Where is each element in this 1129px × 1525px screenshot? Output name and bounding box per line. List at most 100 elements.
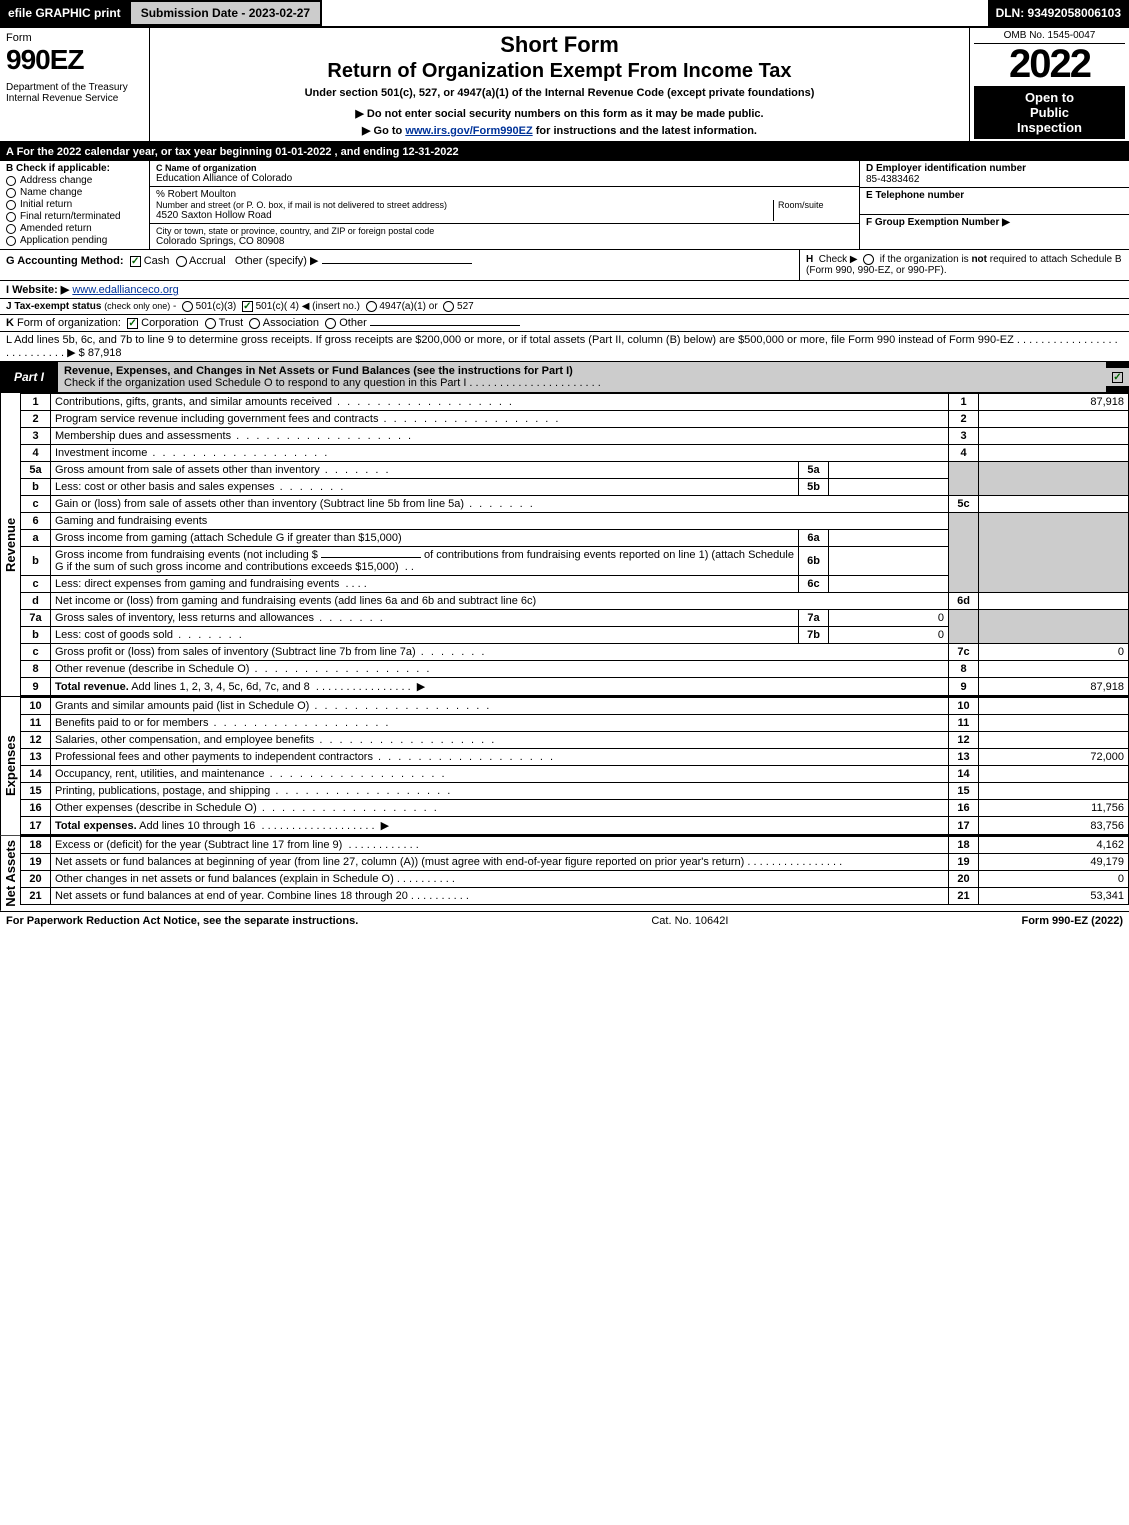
tax-year: 2022 [974, 44, 1125, 84]
accrual-label: Accrual [189, 255, 226, 267]
row-l-text: L Add lines 5b, 6c, and 7b to line 9 to … [6, 334, 1118, 359]
row-l-value: 87,918 [88, 347, 122, 359]
efile-print-button[interactable]: efile GRAPHIC print [0, 0, 129, 26]
check-corporation[interactable]: ✓ [127, 318, 138, 329]
inspection-box: Open to Public Inspection [974, 86, 1125, 139]
line-5c: c Gain or (loss) from sale of assets oth… [21, 496, 1129, 513]
line-4: 4 Investment income 4 [21, 445, 1129, 462]
check-527[interactable] [443, 301, 454, 312]
check-schedule-o[interactable]: ✓ [1112, 372, 1123, 383]
ein-value: 85-4383462 [866, 174, 1123, 185]
group-exemption-label: F Group Exemption Number ▶ [866, 217, 1123, 228]
subtitle: Under section 501(c), 527, or 4947(a)(1)… [158, 87, 961, 99]
check-accrual[interactable] [176, 256, 187, 267]
line-2: 2 Program service revenue including gove… [21, 411, 1129, 428]
line-13: 13 Professional fees and other payments … [21, 749, 1129, 766]
footer-cat-no: Cat. No. 10642I [651, 915, 728, 927]
net-assets-section: Net Assets 18 Excess or (deficit) for th… [0, 836, 1129, 912]
check-4947[interactable] [366, 301, 377, 312]
check-application-pending[interactable]: Application pending [6, 235, 143, 246]
row-h-schedule-b: H Check ▶ if the organization is not req… [799, 250, 1129, 280]
expenses-table: 10 Grants and similar amounts paid (list… [20, 697, 1129, 835]
short-form-title: Short Form [158, 32, 961, 58]
website-label: I Website: ▶ [6, 284, 69, 296]
check-501c[interactable]: ✓ [242, 301, 253, 312]
org-name: Education Alliance of Colorado [156, 173, 853, 184]
org-name-label: C Name of organization [156, 163, 853, 173]
line-6d: d Net income or (loss) from gaming and f… [21, 593, 1129, 610]
row-i-website: I Website: ▶ www.edallianceco.org [0, 281, 1129, 299]
line-6: 6 Gaming and fundraising events [21, 513, 1129, 530]
line-19: 19 Net assets or fund balances at beginn… [21, 854, 1129, 871]
revenue-table: 1 Contributions, gifts, grants, and simi… [20, 393, 1129, 696]
form-word: Form [6, 32, 143, 44]
line-9: 9 Total revenue. Add lines 1, 2, 3, 4, 5… [21, 678, 1129, 696]
form-number: 990EZ [6, 44, 143, 76]
check-not-required[interactable] [863, 254, 874, 265]
check-name-change[interactable]: Name change [6, 187, 143, 198]
check-final-return[interactable]: Final return/terminated [6, 211, 143, 222]
footer-form-ref: Form 990-EZ (2022) [1021, 915, 1123, 927]
part-1-title: Revenue, Expenses, and Changes in Net As… [58, 362, 1106, 392]
warn2-pre: ▶ Go to [362, 125, 405, 137]
revenue-label: Revenue [0, 393, 20, 696]
return-title: Return of Organization Exempt From Incom… [158, 60, 961, 83]
row-l-gross-receipts: L Add lines 5b, 6c, and 7b to line 9 to … [0, 332, 1129, 362]
street-address: 4520 Saxton Hollow Road [156, 210, 773, 221]
ein-label: D Employer identification number [866, 163, 1123, 174]
revenue-section: Revenue 1 Contributions, gifts, grants, … [0, 393, 1129, 697]
website-link[interactable]: www.edallianceco.org [72, 284, 178, 296]
room-suite-label: Room/suite [773, 200, 853, 221]
check-trust[interactable] [205, 318, 216, 329]
check-initial-return[interactable]: Initial return [6, 199, 143, 210]
dln-number: DLN: 93492058006103 [988, 0, 1129, 26]
section-bcd: B Check if applicable: Address change Na… [0, 161, 1129, 250]
line-16: 16 Other expenses (describe in Schedule … [21, 800, 1129, 817]
line-17: 17 Total expenses. Add lines 10 through … [21, 817, 1129, 835]
warning-2: ▶ Go to www.irs.gov/Form990EZ for instru… [158, 124, 961, 137]
form-header: Form 990EZ Department of the Treasury In… [0, 28, 1129, 143]
line-18: 18 Excess or (deficit) for the year (Sub… [21, 837, 1129, 854]
col-b-label: B Check if applicable: [6, 163, 143, 174]
check-cash[interactable]: ✓ [130, 256, 141, 267]
line-7a: 7a Gross sales of inventory, less return… [21, 610, 1129, 627]
check-amended-return[interactable]: Amended return [6, 223, 143, 234]
expenses-section: Expenses 10 Grants and similar amounts p… [0, 697, 1129, 836]
line-14: 14 Occupancy, rent, utilities, and maint… [21, 766, 1129, 783]
line-1: 1 Contributions, gifts, grants, and simi… [21, 394, 1129, 411]
column-b-checkboxes: B Check if applicable: Address change Na… [0, 161, 150, 249]
city-state-zip: Colorado Springs, CO 80908 [156, 236, 853, 247]
expenses-label: Expenses [0, 697, 20, 835]
row-gh: G Accounting Method: ✓ Cash Accrual Othe… [0, 250, 1129, 281]
page-footer: For Paperwork Reduction Act Notice, see … [0, 912, 1129, 930]
row-k-form-org: K Form of organization: ✓ Corporation Tr… [0, 315, 1129, 332]
check-other-org[interactable] [325, 318, 336, 329]
irs-link[interactable]: www.irs.gov/Form990EZ [405, 125, 532, 137]
line-11: 11 Benefits paid to or for members 11 [21, 715, 1129, 732]
line-20: 20 Other changes in net assets or fund b… [21, 871, 1129, 888]
part-1-header: Part I Revenue, Expenses, and Changes in… [0, 362, 1129, 393]
other-label: Other (specify) ▶ [235, 255, 319, 267]
check-address-change[interactable]: Address change [6, 175, 143, 186]
line-7c: c Gross profit or (loss) from sales of i… [21, 644, 1129, 661]
check-association[interactable] [249, 318, 260, 329]
footer-left: For Paperwork Reduction Act Notice, see … [6, 915, 358, 927]
line-3: 3 Membership dues and assessments 3 [21, 428, 1129, 445]
submission-date: Submission Date - 2023-02-27 [129, 0, 322, 26]
line-8: 8 Other revenue (describe in Schedule O)… [21, 661, 1129, 678]
net-assets-table: 18 Excess or (deficit) for the year (Sub… [20, 836, 1129, 905]
line-5a: 5a Gross amount from sale of assets othe… [21, 462, 1129, 479]
department-label: Department of the Treasury Internal Reve… [6, 82, 143, 104]
row-j-tax-exempt: J Tax-exempt status (check only one) - 5… [0, 299, 1129, 315]
column-c-org-info: C Name of organization Education Allianc… [150, 161, 859, 249]
check-501c3[interactable] [182, 301, 193, 312]
open-line3: Inspection [978, 120, 1121, 135]
column-d-ein: D Employer identification number 85-4383… [859, 161, 1129, 249]
city-label: City or town, state or province, country… [156, 226, 853, 236]
accounting-label: G Accounting Method: [6, 255, 124, 267]
open-line2: Public [978, 105, 1121, 120]
line-21: 21 Net assets or fund balances at end of… [21, 888, 1129, 905]
part-1-sub: Check if the organization used Schedule … [64, 377, 601, 389]
phone-label: E Telephone number [866, 190, 1123, 201]
care-of: % Robert Moulton [156, 189, 853, 200]
